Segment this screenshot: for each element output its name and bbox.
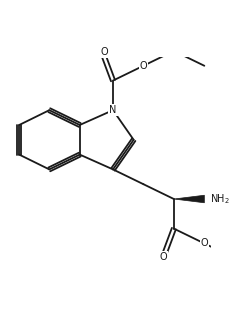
Polygon shape	[174, 195, 204, 203]
Text: O: O	[201, 238, 208, 249]
Text: O: O	[140, 61, 147, 71]
Text: N: N	[109, 105, 117, 115]
Text: O: O	[160, 252, 167, 262]
Text: O: O	[101, 47, 108, 57]
Text: NH$_2$: NH$_2$	[210, 192, 229, 206]
